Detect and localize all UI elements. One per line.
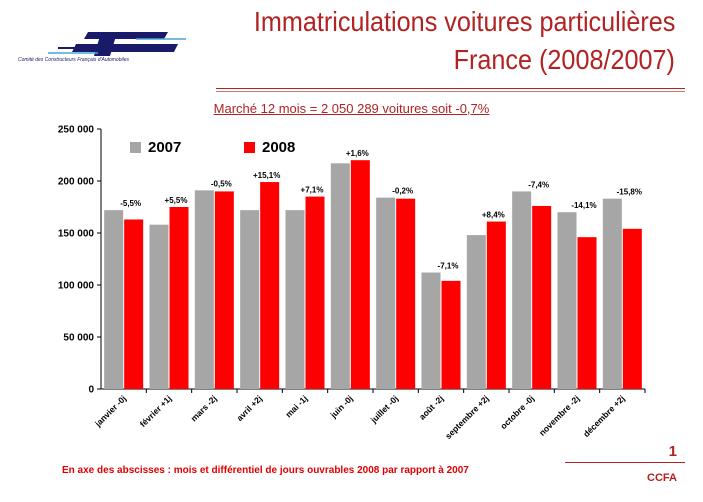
- axis-footnote: En axe des abscisses : mois et différent…: [62, 465, 469, 476]
- registrations-bar-chart: 0 50 000 100 000 150 000 200 000 250 000 -5,5%…: [58, 125, 646, 441]
- bar-2007: [376, 197, 396, 389]
- data-label: -5,5%: [120, 199, 141, 208]
- market-summary-text: Marché 12 mois = 2 050 289 voitures soit…: [213, 101, 490, 116]
- bar-2007: [194, 190, 214, 389]
- x-tick-label: août -2j: [417, 393, 445, 421]
- data-label: -14,1%: [571, 201, 596, 210]
- footer-divider: [565, 462, 685, 463]
- legend-label-2007: 2007: [148, 139, 181, 156]
- x-tick-label: mars -2j: [189, 393, 219, 423]
- y-tick-label: 100 000: [58, 281, 95, 292]
- header-divider: [216, 88, 685, 89]
- legend-swatch-2008: [244, 142, 255, 153]
- bar-2008: [577, 237, 597, 389]
- x-tick-label: septembre +2j: [443, 393, 491, 441]
- bar-2008: [124, 219, 144, 389]
- bar-2007: [557, 212, 577, 389]
- data-label: +8,4%: [482, 211, 505, 220]
- bar-2008: [214, 191, 234, 389]
- data-label: +5,5%: [165, 196, 188, 205]
- x-tick-label: décembre +2j: [581, 393, 627, 439]
- y-tick-label: 50 000: [63, 333, 94, 344]
- data-label: -15,8%: [617, 188, 642, 197]
- market-summary: Marché 12 mois = 2 050 289 voitures soit…: [0, 101, 703, 116]
- bar-2007: [104, 210, 124, 389]
- y-tick-label: 250 000: [58, 125, 95, 136]
- x-tick-label: avril +2j: [234, 393, 264, 423]
- x-tick-label: janvier -0j: [92, 393, 128, 429]
- page-title-line1: Immatriculations voitures particulières: [253, 6, 675, 37]
- bar-2008: [396, 198, 416, 389]
- x-tick-label: mai -1j: [283, 393, 309, 419]
- x-tick-label: novembre -2j: [537, 393, 581, 437]
- x-tick-label: juillet -0j: [368, 393, 400, 425]
- bar-2007: [285, 210, 305, 389]
- x-tick-label: octobre -0j: [498, 393, 536, 431]
- bar-2007: [466, 235, 486, 389]
- y-tick-label: 0: [88, 385, 94, 396]
- data-label: +7,1%: [301, 186, 324, 195]
- y-tick-label: 200 000: [58, 177, 95, 188]
- logo-caption: Comité des Constructeurs Français d'Auto…: [18, 57, 130, 63]
- bar-2008: [169, 207, 189, 389]
- page-title-line2: France (2008/2007): [453, 44, 675, 75]
- header-divider-secondary: [216, 91, 685, 92]
- data-label: -0,2%: [392, 187, 413, 196]
- x-tick-label: juin -0j: [328, 393, 355, 420]
- bar-2008: [260, 182, 280, 389]
- bar-2008: [350, 160, 370, 389]
- y-tick-label: 150 000: [58, 229, 95, 240]
- bar-2008: [486, 221, 506, 389]
- legend-swatch-2007: [130, 142, 141, 153]
- bar-2007: [421, 272, 441, 389]
- data-label: -7,4%: [528, 180, 549, 189]
- bar-2008: [305, 196, 325, 389]
- bar-2007: [240, 210, 260, 389]
- x-tick-label: février +1j: [138, 393, 174, 429]
- data-label: +1,6%: [346, 149, 369, 158]
- data-label: -0,5%: [211, 179, 232, 188]
- bar-2007: [330, 163, 350, 389]
- ccfa-logo: [48, 32, 186, 56]
- bar-2007: [602, 198, 622, 389]
- legend-label-2008: 2008: [262, 139, 295, 156]
- page-number: 1: [668, 443, 677, 460]
- bar-2008: [441, 280, 461, 389]
- bar-2007: [149, 224, 169, 389]
- bar-2008: [532, 205, 552, 389]
- data-label: -7,1%: [438, 262, 459, 271]
- data-label: +15,1%: [253, 171, 280, 180]
- bar-2007: [512, 191, 532, 389]
- bar-2008: [622, 228, 642, 389]
- brand-label: CCFA: [647, 472, 677, 484]
